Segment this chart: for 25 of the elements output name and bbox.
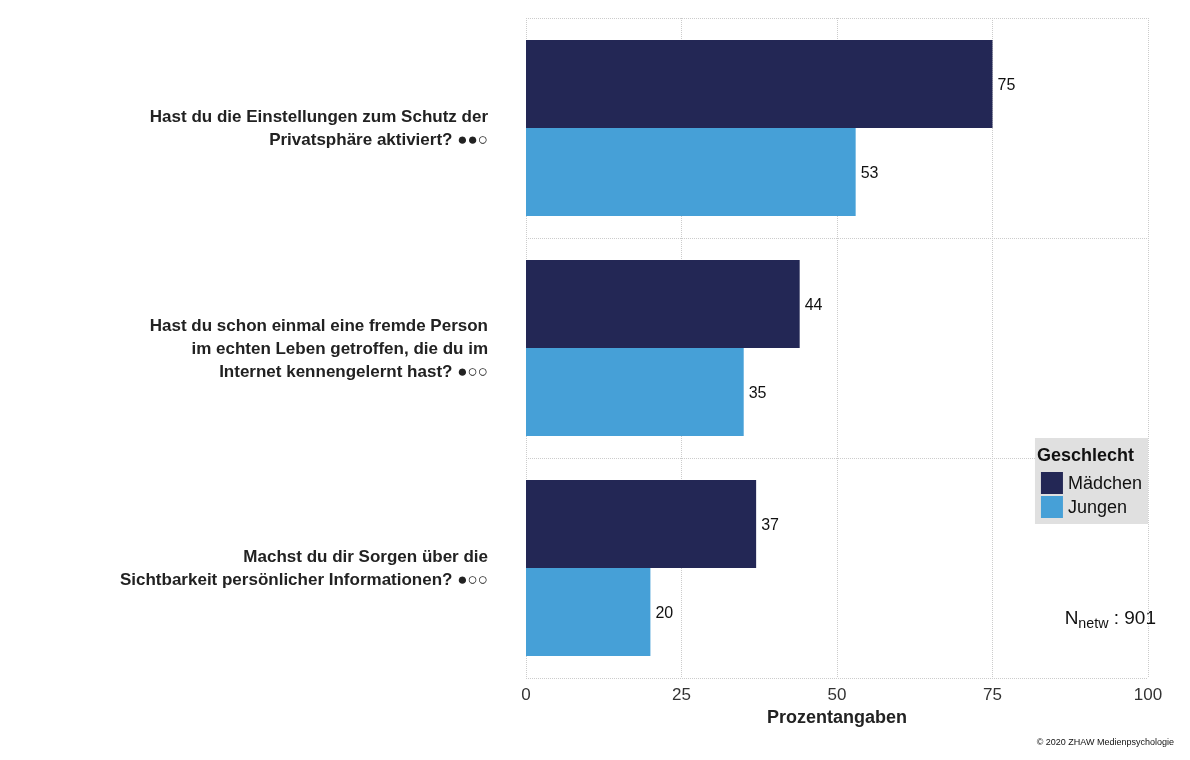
bar [526, 568, 651, 656]
bar [526, 348, 744, 436]
data-label: 35 [748, 383, 767, 401]
data-label: 53 [860, 163, 879, 181]
y-tick-label: Hast du schon einmal eine fremde Person im echten Leben getroffen, die du im Internet kennengelernt hast? ●○○ [149, 315, 488, 381]
data-label: 20 [655, 603, 674, 621]
x-tick-label: 0 [521, 685, 531, 704]
bar [526, 480, 757, 568]
legend-label: Mädchen [1067, 473, 1143, 493]
y-tick-label: Machst du dir Sorgen über die Sichtbarkeit persönlicher Informationen? ●○○ [119, 547, 488, 589]
x-tick-label: 25 [672, 685, 691, 704]
data-label: 44 [804, 295, 823, 313]
y-tick-label: Hast du die Einstellungen zum Schutz der Privatsphäre aktiviert? ●●○ [149, 107, 489, 149]
legend-label: Jungen [1067, 497, 1128, 517]
bar [526, 260, 800, 348]
x-tick-label: 50 [827, 685, 847, 704]
data-label: 75 [997, 75, 1016, 93]
x-axis-title: Prozentangaben [766, 706, 908, 727]
x-tick-label: 100 [1133, 685, 1163, 704]
text: © 2020 ZHAW Medienpsychologie [1036, 736, 1175, 747]
data-label: 37 [761, 515, 780, 533]
bar [526, 40, 993, 128]
x-tick-label: 75 [983, 685, 1002, 704]
bar [526, 128, 856, 216]
legend-title: Geschlecht [1036, 445, 1135, 465]
